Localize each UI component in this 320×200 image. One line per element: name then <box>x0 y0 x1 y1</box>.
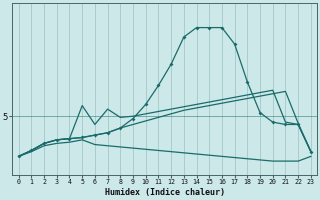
X-axis label: Humidex (Indice chaleur): Humidex (Indice chaleur) <box>105 188 225 197</box>
